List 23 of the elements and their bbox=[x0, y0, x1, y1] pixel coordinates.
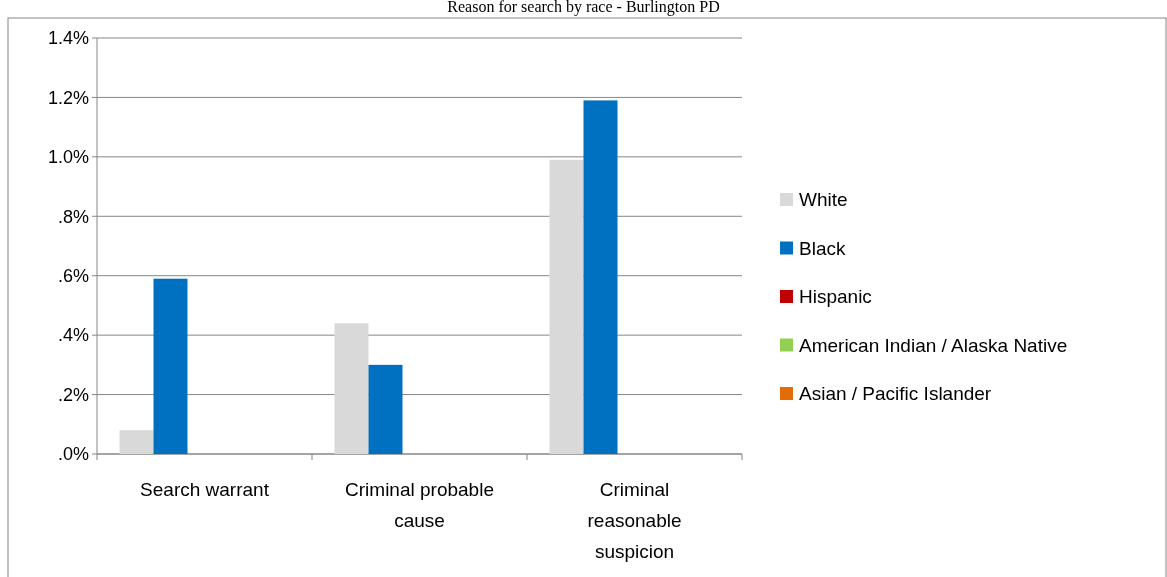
bar bbox=[153, 278, 188, 454]
chart-title: Reason for search by race - Burlington PD bbox=[447, 0, 720, 16]
x-tick-label: Criminal probable cause bbox=[345, 479, 494, 531]
y-tick-label: .2% bbox=[57, 384, 89, 405]
y-tick-label: .8% bbox=[57, 206, 89, 227]
y-tick-label: 1.0% bbox=[47, 147, 89, 168]
x-tick-label: Criminal reasonable suspicion bbox=[587, 479, 682, 562]
x-tick-label: Search warrant bbox=[140, 479, 270, 500]
legend-label: Hispanic bbox=[799, 286, 872, 308]
y-tick-label: .0% bbox=[57, 444, 89, 465]
legend-label: Black bbox=[799, 237, 846, 259]
y-tick-label: 1.2% bbox=[47, 87, 89, 108]
legend-label: Asian / Pacific Islander bbox=[799, 383, 992, 405]
legend-label: White bbox=[799, 189, 848, 211]
y-tick-label: .6% bbox=[57, 266, 89, 287]
legend-label: American Indian / Alaska Native bbox=[799, 334, 1068, 356]
y-tick-label: 1.4% bbox=[47, 28, 89, 49]
y-tick-label: .4% bbox=[57, 325, 89, 346]
bar bbox=[119, 430, 154, 454]
bar bbox=[368, 364, 403, 454]
bar bbox=[334, 323, 369, 454]
bar bbox=[549, 159, 584, 454]
bar bbox=[583, 100, 618, 454]
